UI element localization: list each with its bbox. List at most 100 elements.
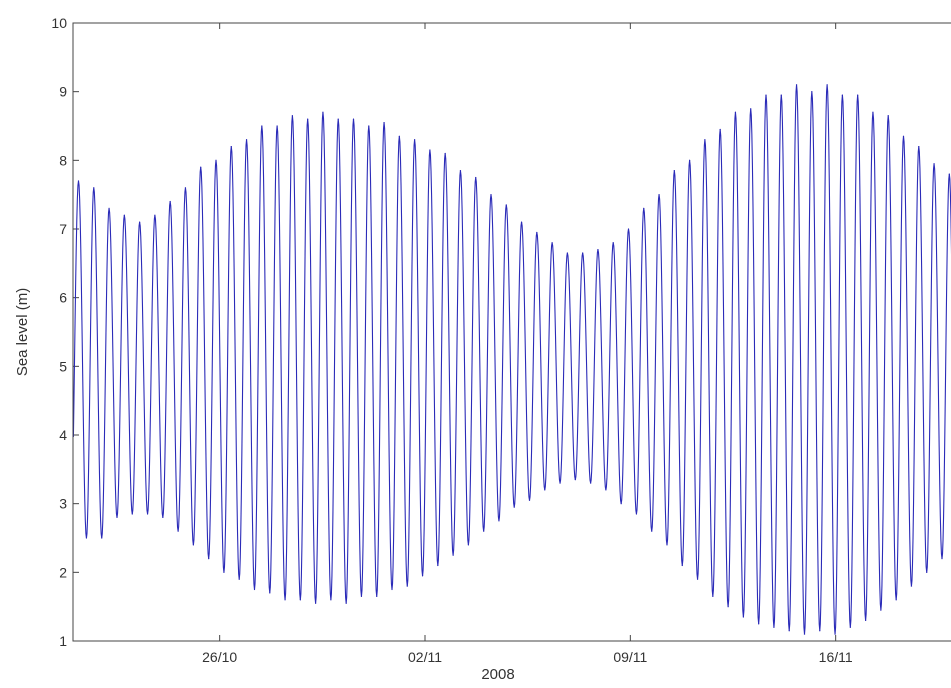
tide-extremum-point xyxy=(910,585,913,587)
tide-extremum-point xyxy=(941,558,943,560)
tide-extremum-point xyxy=(926,571,928,573)
tide-extremum-point xyxy=(918,146,920,148)
y-tick-label: 4 xyxy=(59,427,67,443)
y-tick-label: 2 xyxy=(59,564,67,580)
tide-extremum-point xyxy=(597,249,599,251)
tide-extremum-point xyxy=(245,139,248,141)
tide-extremum-point xyxy=(85,537,88,539)
tide-extremum-point xyxy=(513,506,515,508)
tide-extremum-point xyxy=(758,623,760,625)
tide-extremum-point xyxy=(544,489,546,491)
tide-extremum-point xyxy=(215,159,217,161)
y-tick-label: 8 xyxy=(59,152,67,168)
tide-extremum-point xyxy=(223,571,225,573)
x-tick-label: 16/11 xyxy=(819,649,853,665)
tide-extremum-point xyxy=(200,166,202,168)
tide-extremum-point xyxy=(177,530,179,532)
tide-extremum-point xyxy=(345,602,347,604)
tide-extremum-point xyxy=(398,135,400,137)
tide-extremum-point xyxy=(444,152,446,155)
tide-extremum-point xyxy=(101,537,103,539)
tide-extremum-point xyxy=(360,595,363,597)
tide-extremum-point xyxy=(819,630,821,632)
tide-extremum-point xyxy=(315,602,317,604)
tide-extremum-point xyxy=(184,187,187,189)
tide-extremum-point xyxy=(742,616,744,618)
x-axis-title: 2008 xyxy=(481,666,514,683)
tide-extremum-point xyxy=(795,84,798,86)
tide-extremum-point xyxy=(475,176,477,179)
tide-extremum-point xyxy=(253,588,256,591)
tide-extremum-point xyxy=(131,513,133,515)
tide-extremum-point xyxy=(330,599,332,601)
tide-extremum-point xyxy=(727,606,729,608)
tide-extremum-point xyxy=(681,564,683,567)
tide-extremum-point xyxy=(467,544,469,546)
tide-extremum-point xyxy=(780,94,782,96)
y-tick-label: 6 xyxy=(59,290,67,306)
tide-extremum-point xyxy=(857,94,859,96)
tide-extremum-point xyxy=(383,121,385,124)
tide-extremum-point xyxy=(750,108,752,110)
tide-extremum-point xyxy=(452,554,454,556)
tide-extremum-point xyxy=(734,111,737,113)
tide-extremum-point xyxy=(712,595,714,597)
tide-extremum-point xyxy=(391,588,393,591)
y-tick-label: 5 xyxy=(59,358,67,374)
tide-extremum-point xyxy=(169,200,171,203)
y-tick-label: 3 xyxy=(59,496,67,512)
tide-extremum-point xyxy=(566,252,568,254)
tide-extremum-point xyxy=(841,94,843,96)
tide-extremum-point xyxy=(528,499,531,501)
tide-extremum-point xyxy=(505,204,507,206)
tide-extremum-point xyxy=(307,118,309,120)
tide-extremum-point xyxy=(551,242,553,244)
tide-extremum-point xyxy=(414,139,416,141)
tide-extremum-point xyxy=(865,619,867,622)
tide-extremum-point xyxy=(887,115,889,117)
tide-extremum-point xyxy=(643,207,645,209)
tide-extremum-point xyxy=(933,163,935,165)
tide-extremum-point xyxy=(696,578,699,580)
tide-extremum-point xyxy=(803,633,806,635)
y-tick-label: 9 xyxy=(59,84,67,100)
tide-extremum-point xyxy=(93,187,95,189)
tide-extremum-point xyxy=(826,84,828,86)
tide-extremum-point xyxy=(719,128,721,131)
tide-extremum-point xyxy=(291,115,293,117)
tide-extremum-point xyxy=(490,194,492,196)
tide-extremum-point xyxy=(849,626,851,628)
series-layer xyxy=(72,84,951,635)
tide-extremum-point xyxy=(627,228,630,230)
tide-extremum-point xyxy=(689,159,691,161)
tide-extremum-point xyxy=(559,482,561,484)
tide-extremum-point xyxy=(108,207,110,209)
tide-extremum-point xyxy=(520,221,523,223)
tide-extremum-point xyxy=(902,135,905,137)
x-tick-label: 02/11 xyxy=(408,649,442,665)
tide-extremum-point xyxy=(582,252,584,254)
y-tick-label: 7 xyxy=(59,221,67,237)
tide-extremum-point xyxy=(788,630,790,632)
tide-extremum-point xyxy=(139,221,141,223)
tide-extremum-point xyxy=(162,516,164,519)
x-tick-label: 09/11 xyxy=(613,649,647,665)
tide-extremum-point xyxy=(337,118,339,120)
tide-extremum-point xyxy=(620,503,622,505)
tide-extremum-point xyxy=(208,558,210,560)
plot-frame xyxy=(72,22,951,642)
tide-extremum-point xyxy=(352,118,355,120)
y-axis-title: Sea level (m) xyxy=(14,288,31,376)
tide-extremum-point xyxy=(437,564,439,567)
tide-extremum-point xyxy=(238,578,240,580)
tide-extremum-point xyxy=(605,489,607,491)
tide-extremum-point xyxy=(376,595,378,597)
tide-extremum-point xyxy=(872,111,874,113)
tide-extremum-point xyxy=(123,214,125,216)
tide-extremum-point xyxy=(299,599,301,601)
tide-extremum-point xyxy=(498,520,500,522)
tide-extremum-point xyxy=(284,599,286,601)
tide-extremum-point xyxy=(192,544,194,546)
